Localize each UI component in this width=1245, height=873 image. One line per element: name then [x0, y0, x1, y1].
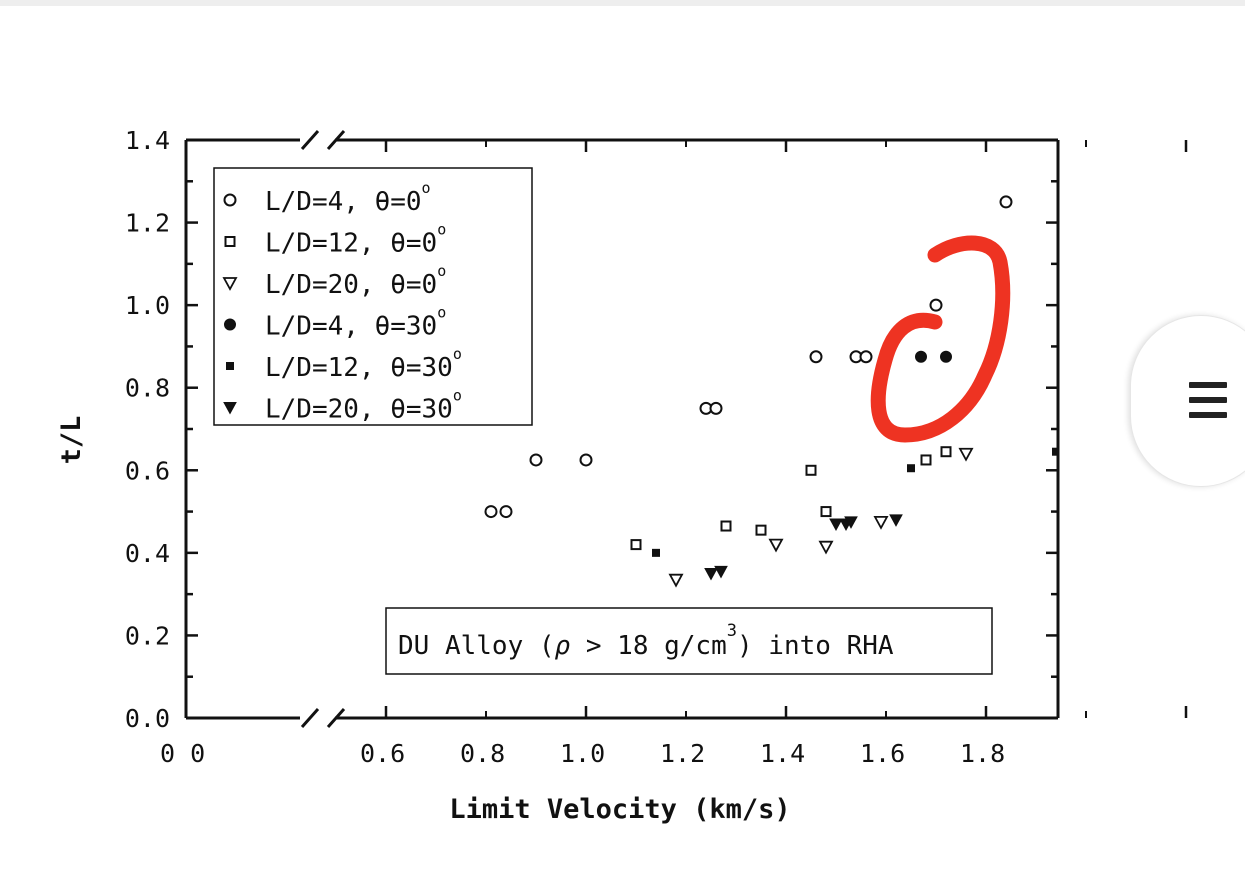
data-point	[484, 505, 498, 519]
annotation-box: DU Alloy (ρ > 18 g/cm3) into RHA	[385, 607, 993, 675]
legend-degree: o	[422, 179, 431, 197]
y-axis-label: t/L	[56, 416, 87, 465]
x-tick-label: 0.6	[360, 739, 405, 768]
data-point	[818, 540, 834, 555]
x-tick-labels: 0 0 0.6 0.8 1.0 1.2 1.4 1.6 1.8	[160, 739, 1005, 768]
data-point	[820, 506, 832, 518]
data-point	[809, 350, 823, 364]
y-tick-label: 1.4	[125, 126, 170, 155]
legend-marker	[224, 236, 236, 247]
y-tick-label: 0.8	[125, 374, 170, 403]
y-tick-label: 0.4	[125, 539, 170, 568]
data-point	[907, 464, 915, 473]
axis-ticks	[186, 140, 1188, 718]
legend-marker	[226, 362, 234, 370]
x-axis-label: Limit Velocity (km/s)	[449, 794, 790, 825]
data-point	[844, 516, 858, 529]
data-point	[958, 447, 974, 462]
data-point	[704, 568, 718, 581]
data-point	[630, 539, 642, 551]
data-point	[940, 446, 952, 458]
data-point	[1080, 457, 1092, 468]
legend-degree: o	[453, 387, 462, 405]
data-point	[499, 505, 513, 519]
y-tick-labels: 0.0 0.2 0.4 0.6 0.8 1.0 1.2 1.4	[125, 126, 170, 733]
legend-marker	[222, 277, 238, 291]
data-point	[859, 350, 873, 364]
annotation-text: DU Alloy (ρ > 18 g/cm3) into RHA	[398, 621, 894, 661]
legend-marker	[223, 193, 237, 207]
y-tick-label: 1.2	[125, 209, 170, 238]
x-tick-label: 1.6	[860, 739, 905, 768]
side-menu-tab[interactable]	[1130, 315, 1245, 487]
legend-marker	[223, 402, 237, 415]
data-point	[929, 298, 943, 312]
legend-degree: o	[453, 345, 462, 363]
data-point	[652, 548, 660, 557]
data-point	[1131, 196, 1142, 207]
x-tick-label: 1.4	[760, 739, 805, 768]
data-point	[805, 464, 817, 476]
legend-degree: o	[437, 304, 446, 322]
data-point	[889, 514, 903, 527]
data-point	[1052, 447, 1058, 456]
data-point	[1065, 451, 1077, 462]
y-tick-label: 1.0	[125, 291, 170, 320]
data-point	[668, 573, 684, 588]
y-tick-label: 0.0	[125, 704, 170, 733]
top-strip	[0, 0, 1245, 6]
legend-degree: o	[437, 221, 446, 239]
data-point	[940, 350, 952, 363]
legend-marker	[224, 318, 236, 331]
data-point	[1082, 338, 1091, 347]
data-point	[529, 453, 543, 467]
y-tick-label: 0.2	[125, 621, 170, 650]
x-tick-label: 0.8	[460, 739, 505, 768]
legend: L/D=4, θ=0oL/D=12, θ=0oL/D=20, θ=0oL/D=4…	[213, 167, 533, 426]
x-tick-label: 1.2	[660, 739, 705, 768]
data-point	[768, 538, 784, 553]
data-point	[999, 195, 1013, 209]
data-point	[579, 453, 593, 467]
data-point	[714, 565, 728, 579]
x-tick-label: 1.8	[960, 739, 1005, 768]
x-tick-label: 1.0	[560, 739, 605, 768]
red-annotation-mark	[870, 235, 1011, 443]
data-point	[915, 350, 927, 363]
data-points	[484, 195, 1142, 588]
data-point	[720, 520, 732, 532]
data-point	[873, 515, 889, 530]
data-point	[829, 518, 843, 532]
data-point	[755, 524, 767, 536]
data-point	[920, 454, 932, 466]
data-point	[709, 401, 723, 415]
legend-degree: o	[437, 262, 446, 280]
x-tick-label: 0 0	[160, 739, 205, 768]
y-tick-label: 0.6	[125, 456, 170, 485]
